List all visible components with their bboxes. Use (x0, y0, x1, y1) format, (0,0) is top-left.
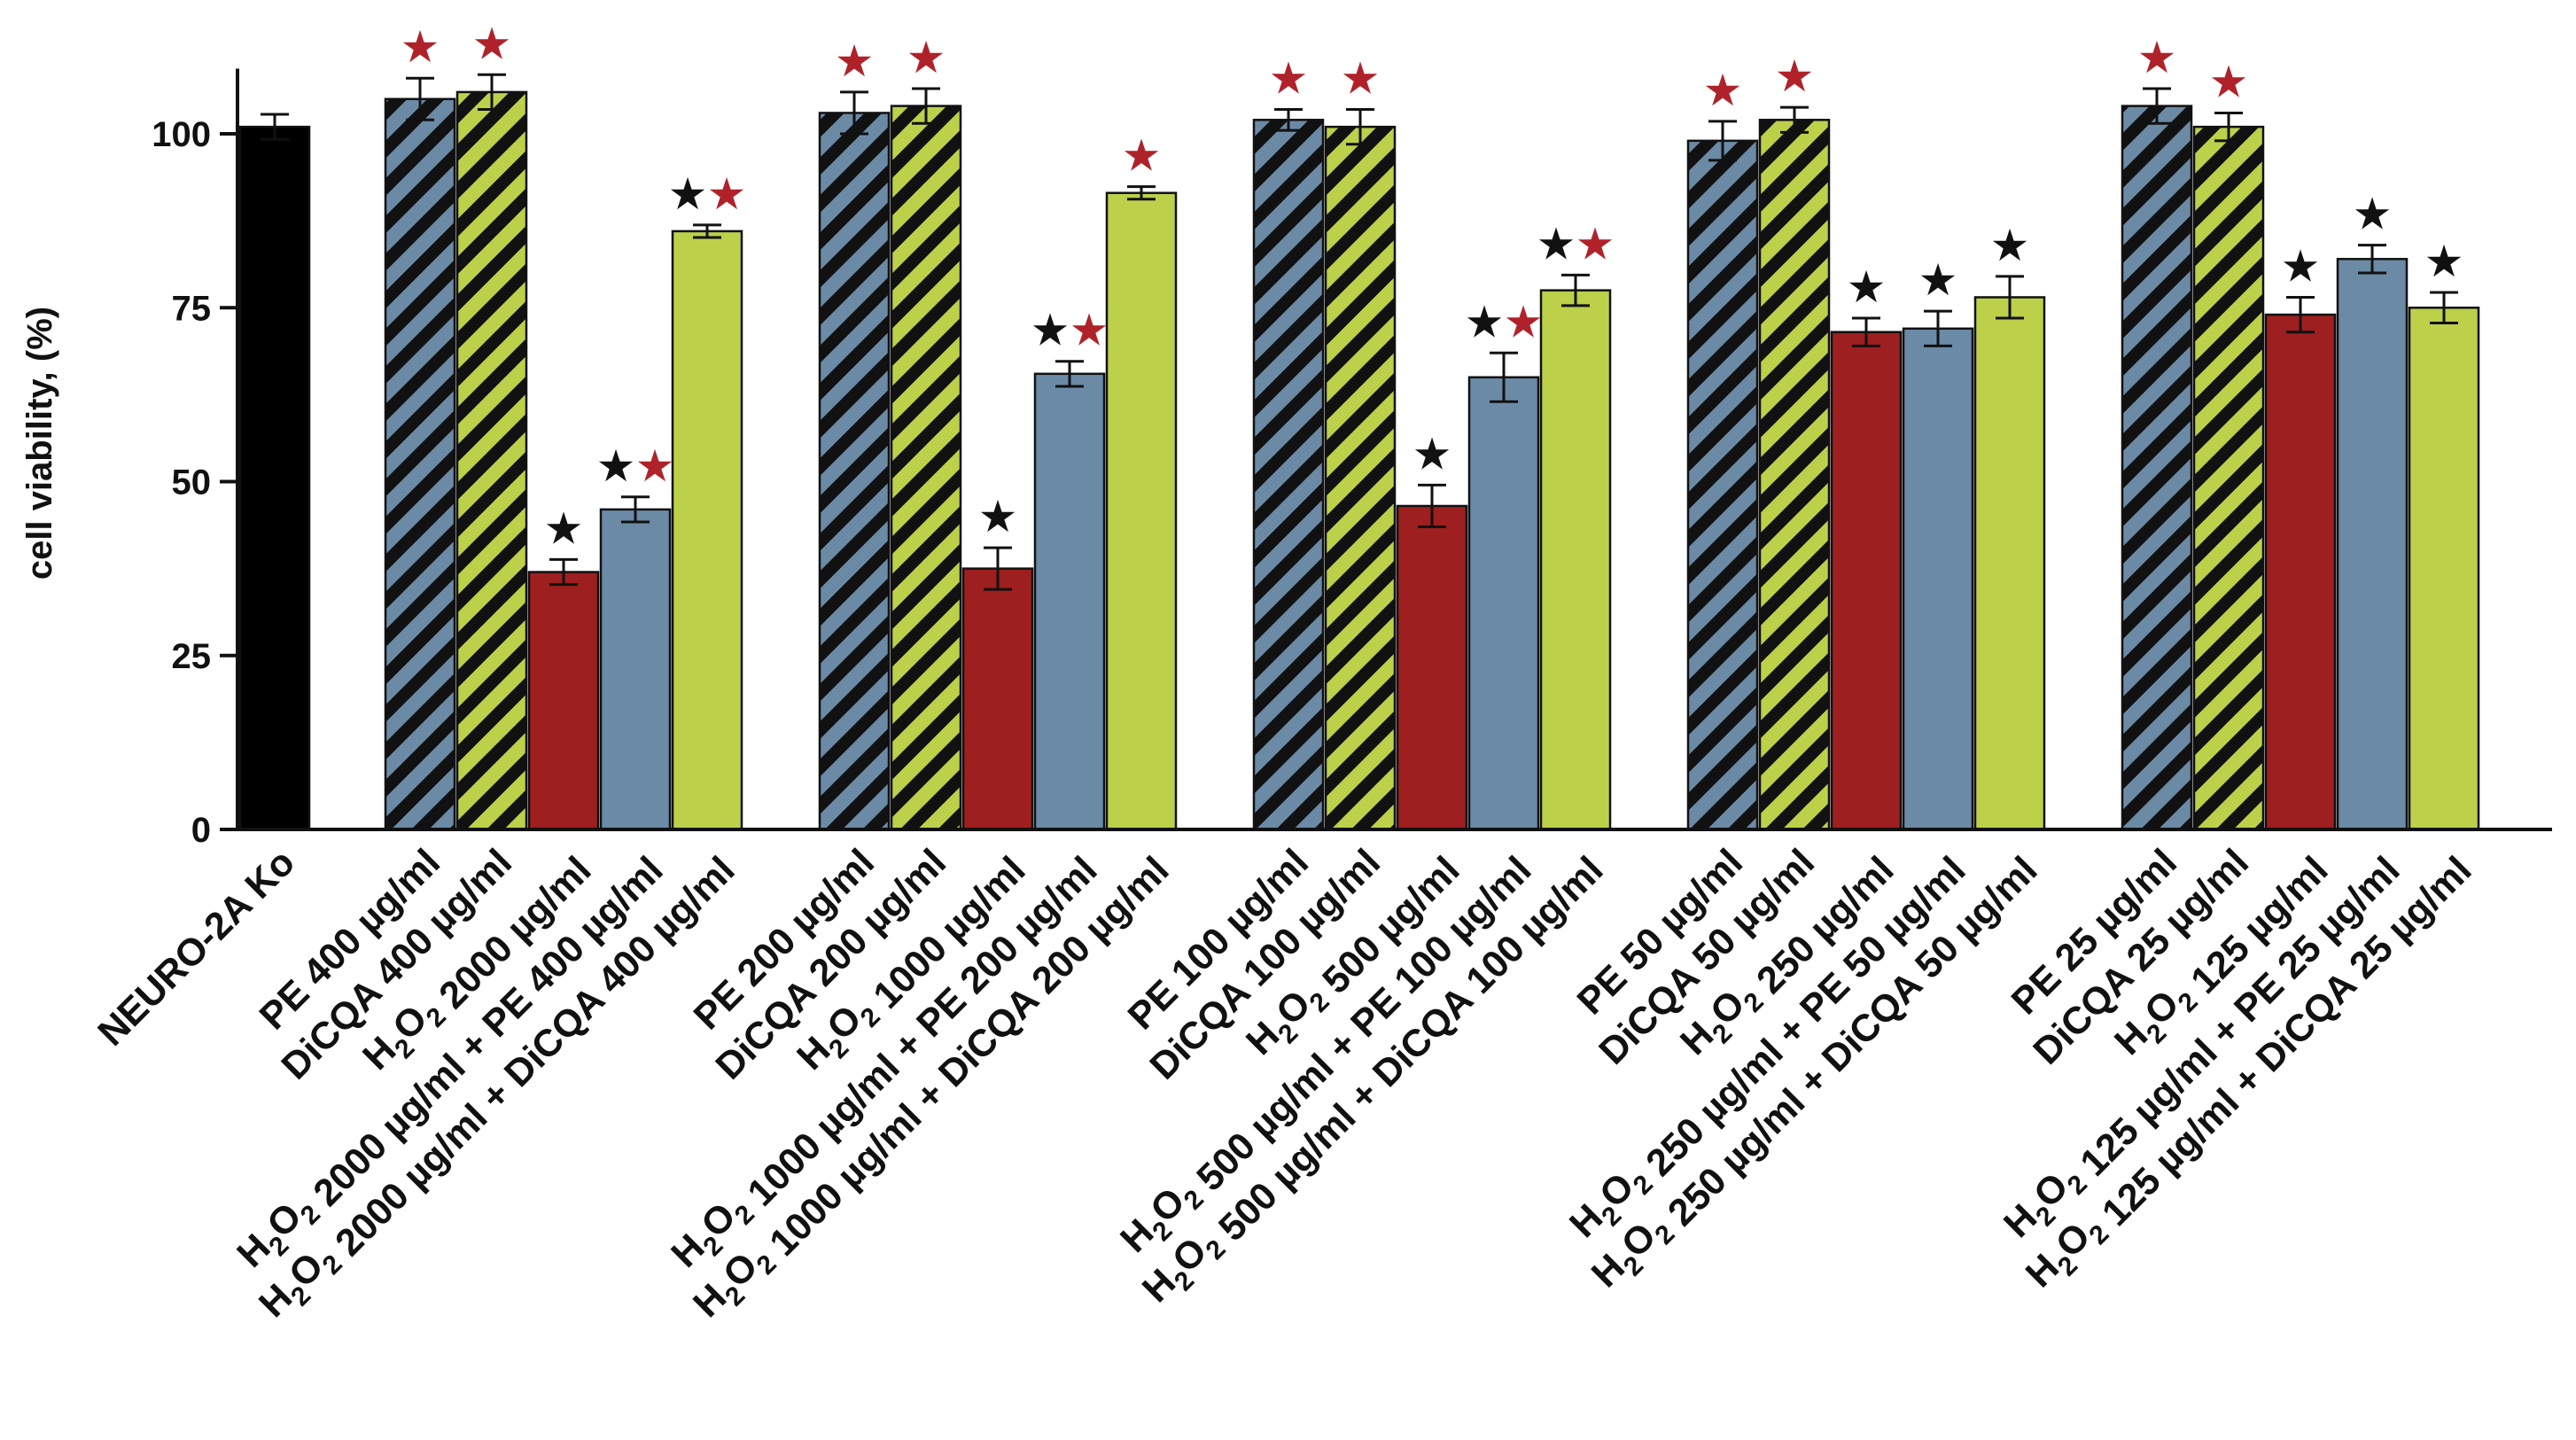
bar-20 (1902, 327, 1974, 831)
error-bar-2 (406, 76, 434, 121)
bar-4 (527, 571, 600, 831)
significance-star-black: ★ (1918, 254, 1958, 306)
y-tick-label: 75 (172, 289, 212, 328)
error-bar-23 (2214, 111, 2243, 143)
error-bar-13 (1346, 108, 1374, 146)
significance-star-red: ★ (2209, 56, 2249, 107)
bar-7 (818, 112, 891, 831)
error-bar-15 (1490, 351, 1518, 403)
error-bar-5 (621, 495, 650, 524)
significance-stars-layer: ★ ★★★ ★★ ★★ ★★★ ★★★ ★★★ ★★ ★★ ★★ ★★★ ★★★★ (401, 18, 2464, 554)
bar-26 (2408, 307, 2480, 831)
y-axis-ticks: 0 25 50 75 100 (152, 115, 237, 850)
bar-2 (384, 97, 456, 831)
error-bar-9 (984, 546, 1012, 591)
bar-5 (599, 508, 672, 831)
significance-star-red: ★ (1775, 51, 1815, 102)
significance-star-black: ★ (1537, 218, 1576, 269)
bar-14 (1396, 504, 1468, 831)
significance-star-black: ★ (2281, 240, 2321, 292)
bar-18 (1758, 119, 1831, 831)
bar-12 (1252, 119, 1325, 831)
significance-star-red: ★ (1504, 296, 1544, 347)
significance-star-black: ★ (1031, 305, 1070, 356)
significance-star-red: ★ (707, 168, 747, 220)
bar-6 (671, 230, 743, 831)
significance-star-black: ★ (2424, 236, 2464, 287)
error-bar-10 (1055, 360, 1084, 388)
significance-star-black: ★ (1847, 261, 1887, 313)
significance-star-red: ★ (1341, 53, 1381, 105)
bar-22 (2121, 105, 2193, 831)
significance-star-red: ★ (835, 35, 875, 87)
y-axis-label: cell viability, (%) (20, 307, 59, 580)
significance-star-red: ★ (1269, 53, 1309, 105)
error-bar-14 (1418, 483, 1446, 529)
bar-16 (1539, 289, 1612, 831)
significance-star-red: ★ (1576, 218, 1615, 269)
bar-1 (238, 125, 311, 831)
bar-8 (890, 105, 962, 831)
bar-17 (1686, 139, 1759, 831)
error-bar-26 (2430, 291, 2458, 325)
error-bar-21 (1996, 275, 2024, 320)
error-bar-7 (840, 90, 868, 136)
bar-25 (2336, 258, 2409, 831)
significance-star-black: ★ (1413, 428, 1452, 479)
significance-star-black: ★ (2353, 189, 2393, 240)
error-bar-1 (261, 113, 289, 141)
significance-star-black: ★ (1465, 296, 1505, 347)
error-bar-18 (1780, 105, 1809, 134)
error-bar-16 (1561, 273, 1590, 307)
error-bar-6 (693, 223, 721, 239)
y-tick-label: 50 (172, 463, 212, 502)
bar-9 (961, 567, 1034, 831)
bar-13 (1324, 125, 1397, 831)
bar-11 (1105, 191, 1178, 831)
bar-21 (1973, 296, 2046, 831)
error-bar-8 (912, 87, 940, 125)
x-tick-label: H2O2 2000 µg/ml + DiCQA 400 µg/ml (251, 841, 743, 1333)
significance-star-red: ★ (401, 21, 440, 73)
y-tick-label: 0 (191, 811, 211, 850)
significance-star-black: ★ (1990, 220, 2030, 271)
error-bars-layer (261, 73, 2458, 591)
bar-15 (1467, 376, 1540, 831)
significance-star-red: ★ (1122, 130, 1162, 182)
significance-star-black: ★ (668, 168, 708, 220)
significance-star-black: ★ (544, 502, 584, 554)
error-bar-4 (549, 557, 578, 587)
significance-star-red: ★ (2137, 32, 2177, 83)
error-bar-17 (1708, 120, 1737, 162)
error-bar-12 (1274, 108, 1303, 132)
error-bar-3 (478, 73, 506, 112)
significance-star-red: ★ (472, 18, 512, 69)
bar-24 (2264, 313, 2337, 831)
bar-3 (455, 90, 528, 831)
significance-star-red: ★ (1703, 65, 1743, 116)
significance-star-red: ★ (907, 32, 946, 83)
significance-star-black: ★ (596, 440, 636, 492)
bars-layer (238, 90, 2480, 831)
error-bar-25 (2358, 244, 2386, 275)
error-bar-19 (1852, 316, 1880, 347)
error-bar-20 (1924, 309, 1952, 347)
y-tick-label: 100 (152, 115, 211, 154)
bar-10 (1033, 372, 1106, 831)
error-bar-24 (2286, 295, 2315, 334)
error-bar-22 (2143, 87, 2171, 125)
x-tick-label: H2O2 1000 µg/ml + DiCQA 200 µg/ml (685, 841, 1177, 1333)
error-bar-11 (1127, 185, 1156, 201)
bar-19 (1830, 331, 1903, 831)
y-tick-label: 25 (172, 637, 212, 676)
significance-star-red: ★ (1070, 305, 1109, 356)
significance-star-black: ★ (978, 491, 1018, 542)
bar-23 (2192, 125, 2265, 831)
significance-star-red: ★ (635, 440, 675, 492)
